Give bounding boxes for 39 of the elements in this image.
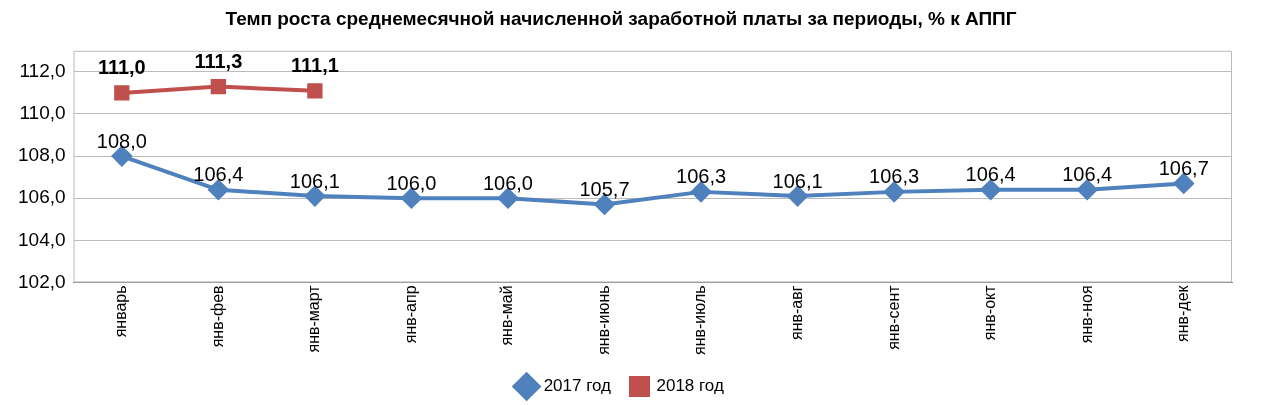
legend-label: 2017 год	[543, 376, 612, 396]
x-tick-label: янв-июнь	[594, 285, 612, 355]
data-label: 105,7	[579, 178, 630, 201]
y-tick-label: 106,0	[18, 186, 66, 208]
data-label: 106,4	[965, 163, 1016, 186]
data-label: 106,1	[289, 169, 340, 192]
chart-title: Темп роста среднемесячной начисленной заработной платы за периоды, % к АППГ	[225, 7, 1017, 29]
data-label: 106,3	[869, 165, 920, 188]
x-tick-label: янв-ноя	[1077, 285, 1095, 344]
x-tick-label: янв-май	[498, 285, 516, 346]
x-tick-label: янв-авг	[787, 285, 805, 340]
x-tick-label: январь	[112, 285, 130, 338]
data-label: 106,4	[193, 163, 244, 186]
data-label: 111,1	[290, 54, 339, 77]
point	[114, 85, 130, 101]
x-tick-label: янв-март	[305, 284, 323, 353]
data-label: 111,3	[194, 50, 243, 73]
y-tick-label: 110,0	[19, 102, 66, 124]
data-label: 108,0	[96, 129, 147, 152]
y-tick-label: 102,0	[18, 270, 66, 292]
y-tick-label: 112,0	[19, 60, 66, 82]
data-label: 106,3	[676, 165, 727, 188]
point	[210, 78, 227, 95]
data-label: 106,0	[482, 171, 533, 194]
x-tick-label: янв-дек	[1174, 284, 1192, 342]
x-tick-label: янв-окт	[981, 284, 999, 341]
data-label: 106,0	[386, 171, 437, 194]
x-tick-label: янв-июль	[691, 285, 709, 356]
x-tick-label: янв-апр	[401, 285, 419, 344]
point	[307, 83, 323, 99]
data-label: 106,7	[1158, 156, 1209, 179]
y-tick-label: 104,0	[18, 228, 66, 250]
data-label: 106,4	[1062, 163, 1113, 186]
data-label: 111,0	[97, 56, 146, 79]
legend-label: 2018 год	[656, 376, 724, 396]
y-tick-label: 108,0	[18, 144, 66, 166]
data-label: 106,1	[772, 169, 823, 192]
x-tick-label: янв-сент	[884, 284, 902, 350]
x-tick-label: янв-фев	[208, 285, 226, 348]
